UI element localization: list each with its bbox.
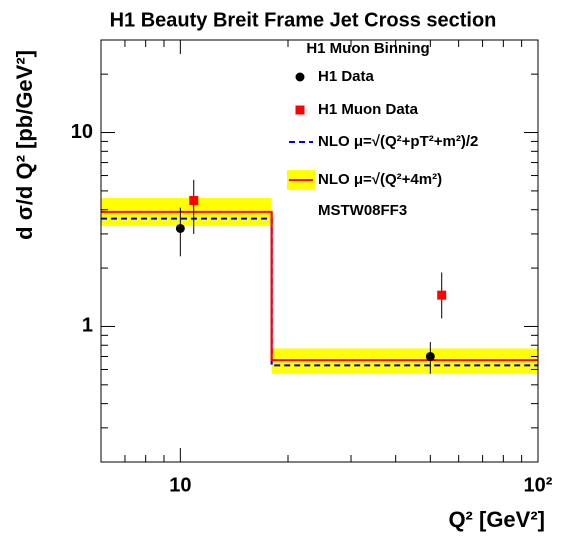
legend-label: NLO μ=√(Q²+4m²): [318, 171, 442, 188]
data-point: [189, 196, 199, 206]
y-tick-label: 1: [82, 315, 93, 337]
legend-label: H1 Data: [318, 68, 375, 85]
legend-label: NLO μ=√(Q²+pT²+m²)/2: [318, 133, 478, 150]
x-axis-label: Q² [GeV²]: [448, 507, 545, 532]
legend-title: H1 Muon Binning: [306, 40, 429, 57]
data-point: [425, 351, 435, 361]
x-tick-label: 10²: [524, 474, 553, 496]
y-axis-label: d σ/d Q² [pb/GeV²]: [12, 50, 37, 240]
note: MSTW08FF3: [318, 202, 407, 219]
chart-title: H1 Beauty Breit Frame Jet Cross section: [110, 9, 497, 31]
legend-label: H1 Muon Data: [318, 101, 419, 118]
legend-marker: [295, 72, 305, 82]
data-point: [175, 223, 185, 233]
data-point: [437, 290, 447, 300]
y-tick-label: 10: [71, 121, 93, 143]
plot-frame: [100, 39, 539, 463]
x-tick-label: 10: [169, 474, 191, 496]
legend-marker: [295, 105, 305, 115]
